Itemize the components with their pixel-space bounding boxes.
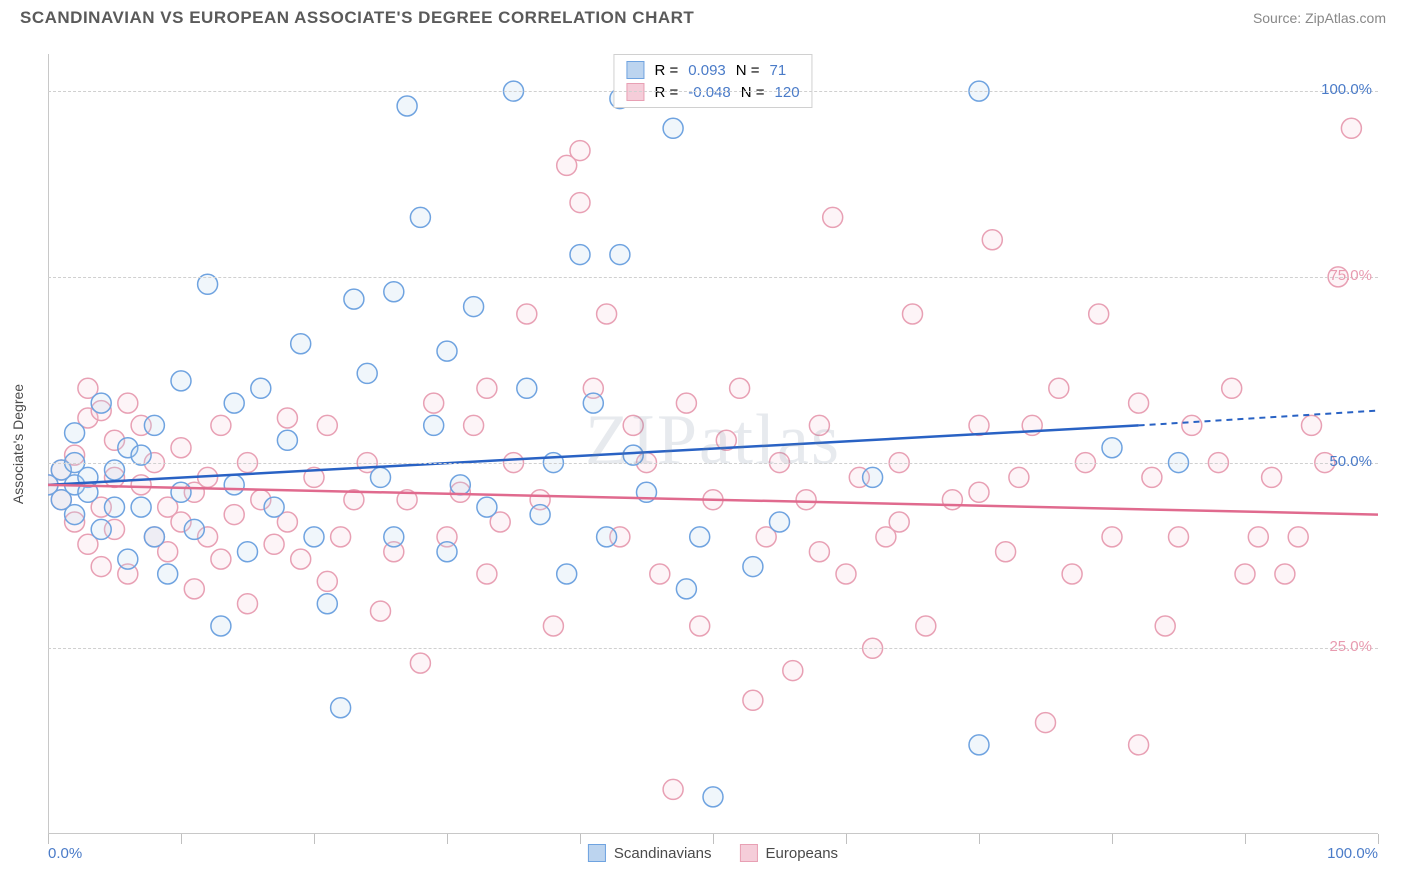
x-axis-label-right: 100.0%	[1327, 845, 1378, 862]
x-tick	[314, 834, 315, 844]
gridline	[48, 463, 1378, 464]
x-tick	[846, 834, 847, 844]
y-axis-label: 50.0%	[1329, 453, 1372, 470]
legend-row-scandinavians: R = 0.093 N = 71	[626, 59, 799, 81]
legend-label: Scandinavians	[614, 845, 712, 862]
gridline	[48, 91, 1378, 92]
x-tick	[580, 834, 581, 844]
scatter-plot	[48, 54, 1378, 834]
legend-label: Europeans	[766, 845, 839, 862]
legend-r-label: R =	[654, 62, 678, 79]
x-tick	[1112, 834, 1113, 844]
y-axis-label: 25.0%	[1329, 638, 1372, 655]
chart-title: SCANDINAVIAN VS EUROPEAN ASSOCIATE'S DEG…	[20, 8, 694, 28]
x-tick	[48, 834, 49, 844]
x-tick	[979, 834, 980, 844]
legend-bottom: Scandinavians Europeans	[588, 844, 838, 862]
chart-area: ZIPatlas Associate's Degree R = 0.093 N …	[48, 54, 1378, 834]
legend-swatch-icon	[740, 844, 758, 862]
legend-top: R = 0.093 N = 71 R = -0.048 N = 120	[613, 54, 812, 108]
legend-item-europeans: Europeans	[740, 844, 839, 862]
source-label: Source: ZipAtlas.com	[1253, 10, 1386, 26]
y-axis-title: Associate's Degree	[10, 384, 26, 504]
gridline	[48, 648, 1378, 649]
legend-r-value: 0.093	[688, 62, 726, 79]
x-tick	[713, 834, 714, 844]
x-tick	[181, 834, 182, 844]
x-tick	[1245, 834, 1246, 844]
gridline	[48, 277, 1378, 278]
y-axis-label: 75.0%	[1329, 267, 1372, 284]
x-tick	[447, 834, 448, 844]
legend-item-scandinavians: Scandinavians	[588, 844, 712, 862]
legend-swatch-icon	[588, 844, 606, 862]
x-axis-label-left: 0.0%	[48, 845, 82, 862]
legend-n-label: N =	[736, 62, 760, 79]
legend-swatch-icon	[626, 61, 644, 79]
y-axis-label: 100.0%	[1321, 81, 1372, 98]
x-tick	[1378, 834, 1379, 844]
legend-n-value: 71	[770, 62, 787, 79]
